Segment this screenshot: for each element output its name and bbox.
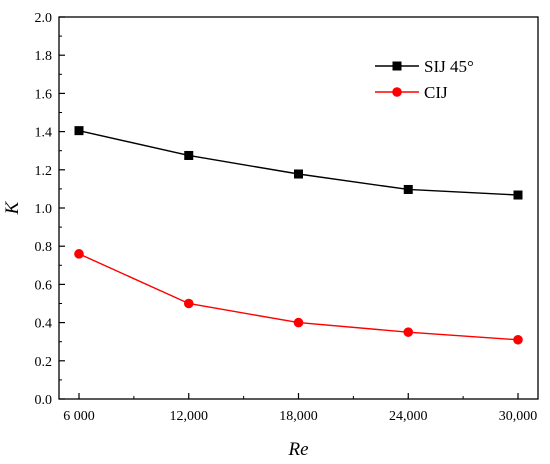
y-tick-label: 1.8 — [35, 49, 53, 64]
x-axis-title: Re — [287, 439, 308, 460]
x-tick-label: 30,000 — [499, 409, 538, 424]
data-point — [294, 169, 303, 179]
series-cij — [74, 249, 523, 345]
data-point — [513, 334, 523, 345]
y-tick-label: 2.0 — [35, 11, 53, 26]
data-point — [74, 126, 84, 136]
legend-entry: CIJ — [375, 83, 448, 102]
data-point — [403, 327, 414, 337]
y-axis-title: K — [2, 200, 23, 215]
data-point — [184, 150, 194, 160]
legend-label: SIJ 45° — [424, 57, 474, 76]
legend-marker — [392, 61, 402, 71]
y-tick-label: 0.4 — [35, 317, 53, 332]
y-axis: 0.0 0.2 0.4 0.6 0.8 1.0 1.2 1.4 1.6 1.8 2.0 — [35, 11, 65, 408]
y-tick-label: 1.4 — [35, 126, 53, 141]
legend: SIJ 45° CIJ — [375, 57, 474, 102]
data-point — [183, 298, 194, 309]
y-tick-label: 0.2 — [35, 355, 53, 370]
legend-entry: SIJ 45° — [375, 57, 474, 76]
x-tick-label: 12,000 — [170, 409, 209, 424]
y-tick-label: 0.6 — [35, 278, 53, 293]
data-point — [74, 249, 84, 259]
y-tick-label: 1.2 — [35, 164, 53, 179]
data-point — [403, 184, 413, 194]
x-tick-label: 18,000 — [279, 409, 318, 424]
y-tick-label: 1.0 — [35, 202, 53, 217]
series-line — [78, 129, 519, 196]
data-point — [513, 190, 523, 200]
y-tick-label: 0.8 — [35, 240, 53, 255]
series-sij-45 — [74, 126, 523, 200]
y-tick-label: 1.6 — [35, 87, 53, 102]
series-layer — [74, 126, 523, 345]
data-point — [293, 317, 304, 328]
y-tick-label: 0.0 — [35, 393, 53, 408]
x-tick-label: 6 000 — [63, 409, 95, 424]
legend-label: CIJ — [424, 83, 448, 102]
legend-marker — [392, 87, 402, 97]
x-tick-label: 24,000 — [389, 409, 428, 424]
x-axis: 6 000 12,000 18,000 24,000 30,000 — [63, 393, 537, 424]
